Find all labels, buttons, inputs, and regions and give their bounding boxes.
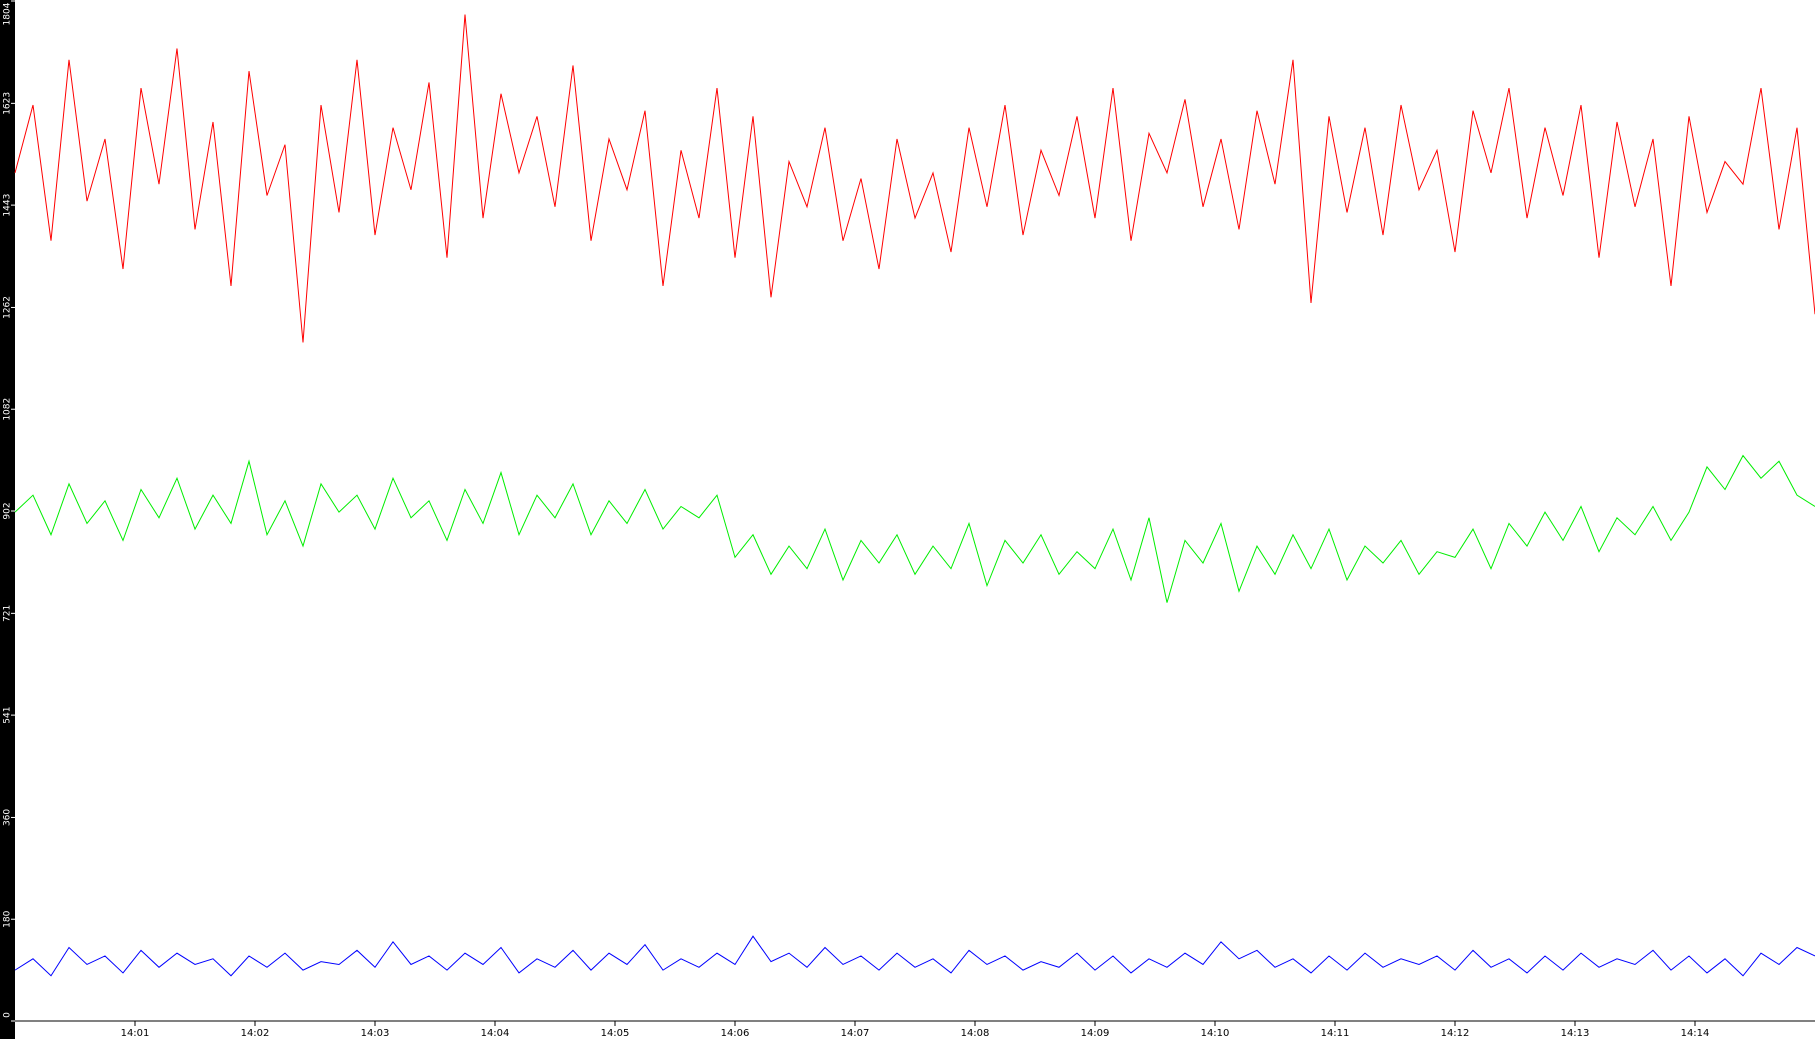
y-tick-label: 0 (3, 1012, 13, 1018)
x-tick-label: 14:01 (121, 1028, 150, 1039)
x-tick-label: 14:05 (601, 1028, 630, 1039)
y-tick-label: 1623 (3, 92, 13, 115)
series-line (14, 454, 1815, 603)
x-tick-label: 14:06 (721, 1028, 750, 1039)
series-line (14, 14, 1815, 343)
y-tick-label: 180 (3, 910, 13, 927)
y-axis-strip (0, 0, 15, 1039)
y-tick-label: 1804 (3, 2, 13, 25)
x-tick-label: 14:13 (1561, 1028, 1590, 1039)
y-tick-label: 360 (3, 809, 13, 826)
y-tick-label: 721 (3, 605, 13, 622)
x-tick-label: 14:10 (1201, 1028, 1230, 1039)
x-tick-label: 14:11 (1321, 1028, 1350, 1039)
y-tick-label: 902 (3, 502, 13, 519)
y-tick-label: 1262 (3, 296, 13, 319)
x-tick-label: 14:07 (841, 1028, 870, 1039)
x-tick-label: 14:09 (1081, 1028, 1110, 1039)
x-tick-label: 14:03 (361, 1028, 390, 1039)
x-tick-label: 14:12 (1441, 1028, 1470, 1039)
y-tick-label: 1082 (3, 398, 13, 421)
x-tick-label: 14:08 (961, 1028, 990, 1039)
series-line (14, 935, 1815, 977)
y-tick-label: 541 (3, 707, 13, 724)
x-tick-label: 14:02 (241, 1028, 270, 1039)
y-tick-label: 1443 (3, 194, 13, 217)
x-tick-label: 14:04 (481, 1028, 510, 1039)
x-tick-label: 14:14 (1681, 1028, 1710, 1039)
